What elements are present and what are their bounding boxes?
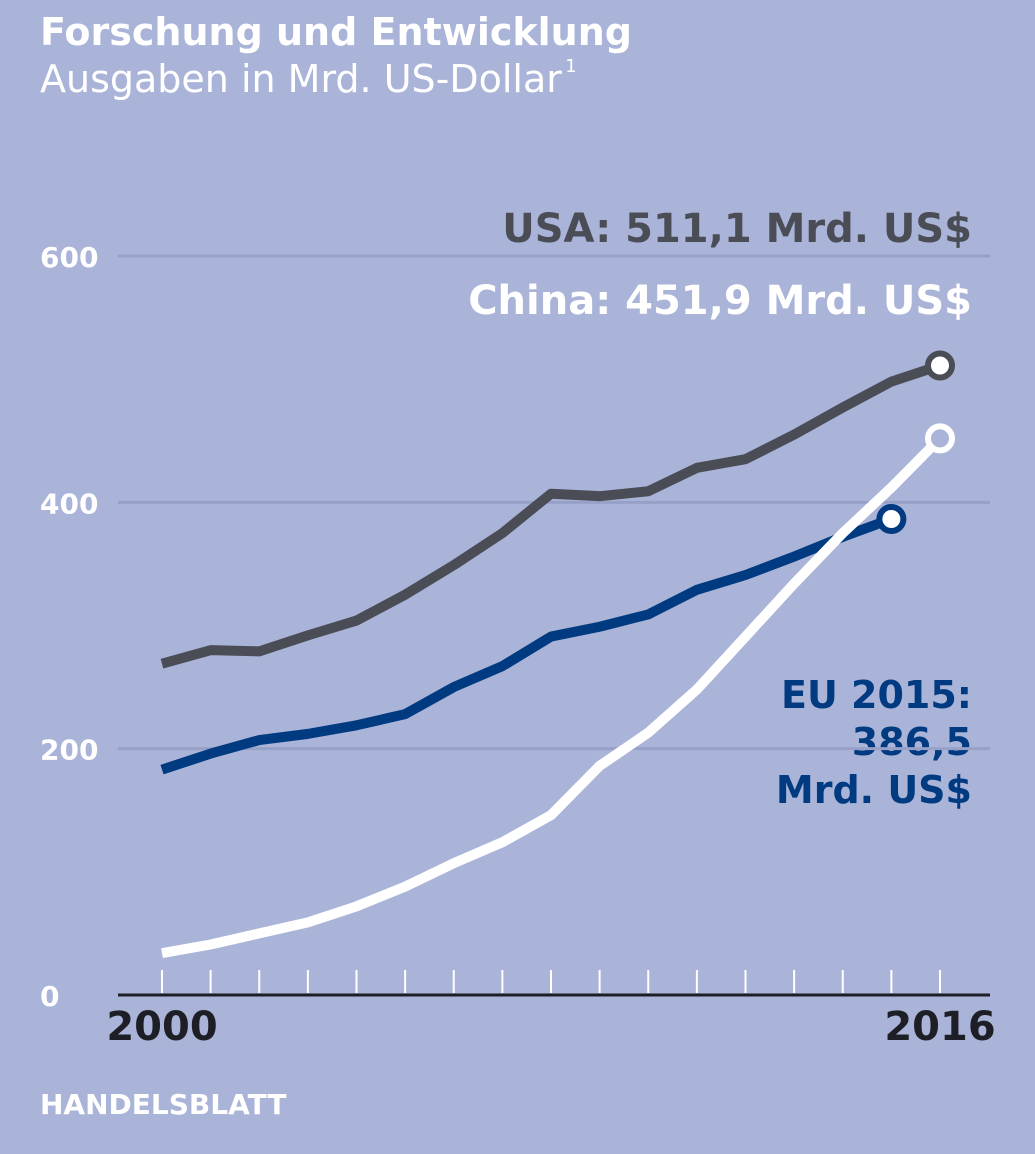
end-point bbox=[876, 503, 907, 534]
annotation: Mrd. US$ bbox=[776, 768, 972, 812]
chart-subtitle: Ausgaben in Mrd. US-Dollar bbox=[40, 57, 562, 101]
line-series bbox=[160, 360, 942, 669]
y-tick-label: 600 bbox=[40, 241, 98, 274]
annotation: 386,5 bbox=[852, 720, 972, 764]
end-point bbox=[925, 423, 955, 454]
x-tick-label: 2000 bbox=[106, 1004, 217, 1050]
subtitle-footnote: 1 bbox=[565, 56, 576, 77]
line-series bbox=[160, 514, 894, 775]
annotation: EU 2015: bbox=[781, 673, 972, 717]
y-tick-label: 200 bbox=[40, 734, 98, 767]
annotation: USA: 511,1 Mrd. US$ bbox=[502, 206, 972, 252]
line-series bbox=[161, 434, 944, 959]
annotation: China: 451,9 Mrd. US$ bbox=[468, 278, 972, 324]
end-point bbox=[925, 350, 955, 381]
chart-title: Forschung und Entwicklung bbox=[40, 10, 632, 54]
x-tick-label: 2016 bbox=[884, 1004, 995, 1050]
y-tick-label: 400 bbox=[40, 487, 98, 520]
y-tick-label: 0 bbox=[40, 980, 59, 1013]
source: HANDELSBLATT bbox=[40, 1088, 286, 1121]
